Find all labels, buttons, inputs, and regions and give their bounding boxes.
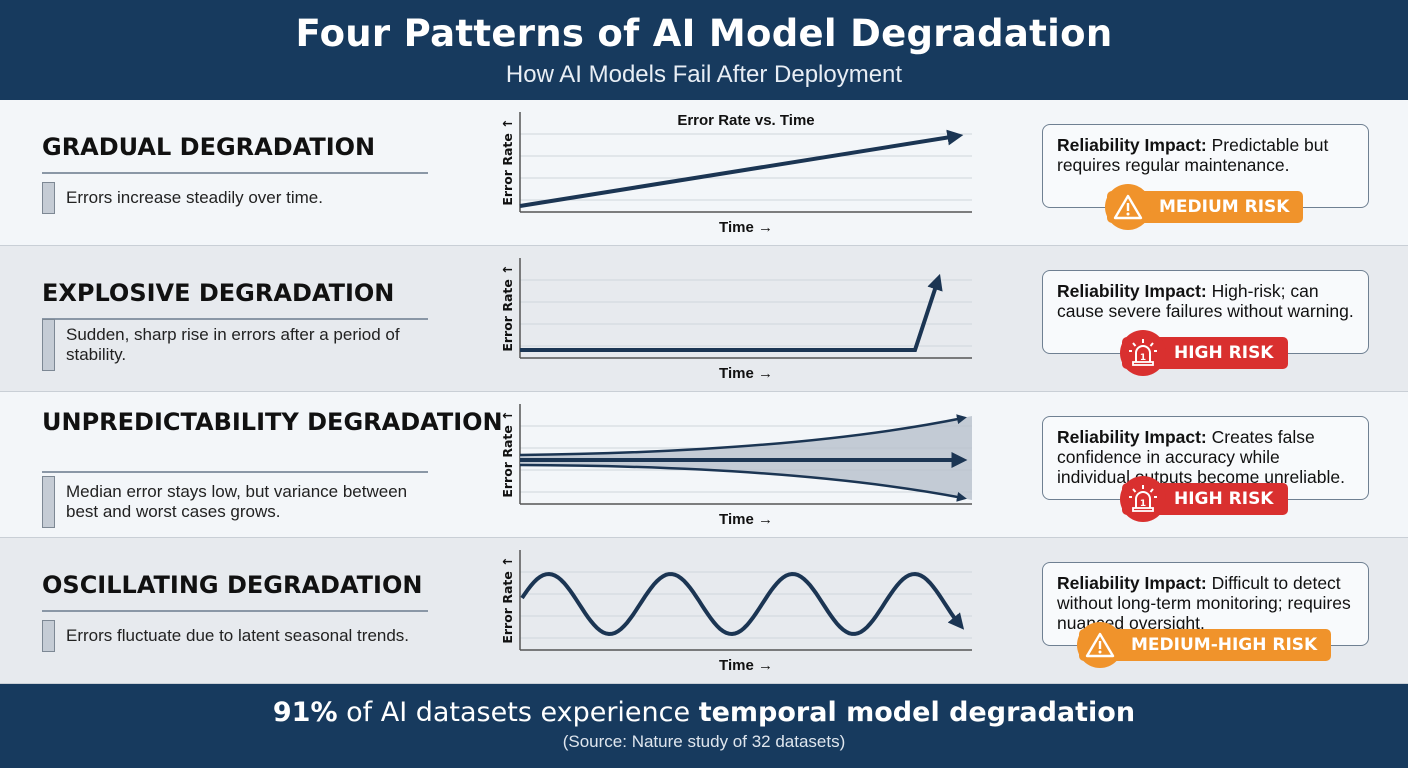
error-rate-chart: Error Rate vs. Time Error Rate ↑ Time → bbox=[500, 112, 972, 236]
impact-label: Reliability Impact: bbox=[1057, 135, 1207, 155]
page-subtitle: How AI Models Fail After Deployment bbox=[505, 61, 903, 88]
reliability-impact-card: Reliability Impact: High-risk; can cause… bbox=[1042, 270, 1369, 354]
y-axis-label: Error Rate ↑ bbox=[500, 410, 515, 497]
divider bbox=[42, 471, 428, 473]
x-axis-label: Time → bbox=[719, 365, 773, 382]
pattern-row-linear: GRADUAL DEGRADATION Errors increase stea… bbox=[0, 100, 1408, 246]
error-rate-chart: Error Rate ↑ Time → bbox=[500, 404, 972, 528]
footer-source: (Source: Nature study of 32 datasets) bbox=[562, 732, 846, 751]
header: Four Patterns of AI Model Degradation Ho… bbox=[0, 0, 1408, 100]
y-axis-label: Error Rate ↑ bbox=[500, 556, 515, 643]
footer-middle: of AI datasets experience bbox=[337, 697, 699, 728]
alarm-siren-icon: 1 bbox=[1120, 476, 1166, 522]
risk-label: HIGH RISK bbox=[1174, 343, 1274, 363]
divider bbox=[42, 610, 428, 612]
impact-text: Creates false confidence in accuracy whi… bbox=[1057, 427, 1345, 487]
chart-title: Error Rate vs. Time bbox=[677, 112, 814, 129]
pattern-row-variance: UNPREDICTABILITY DEGRADATION Median erro… bbox=[0, 392, 1408, 538]
x-axis-label: Time → bbox=[719, 657, 773, 674]
divider bbox=[42, 172, 428, 174]
warning-triangle-icon bbox=[1105, 184, 1151, 230]
x-axis-label: Time → bbox=[719, 511, 773, 528]
svg-text:1: 1 bbox=[1140, 499, 1146, 509]
impact-label: Reliability Impact: bbox=[1057, 281, 1207, 301]
risk-badge: MEDIUM RISK bbox=[1105, 184, 1304, 230]
lower-bound-line bbox=[519, 463, 967, 502]
risk-label: MEDIUM-HIGH RISK bbox=[1131, 635, 1318, 655]
error-rate-chart: Error Rate ↑ Time → bbox=[500, 258, 972, 382]
y-axis-label: Error Rate ↑ bbox=[500, 264, 515, 351]
impact-label: Reliability Impact: bbox=[1057, 573, 1207, 593]
pattern-title: UNPREDICTABILITY DEGRADATION bbox=[42, 408, 503, 436]
risk-badge: MEDIUM-HIGH RISK bbox=[1077, 622, 1332, 668]
error-trend-line bbox=[519, 129, 964, 208]
risk-label: MEDIUM RISK bbox=[1159, 197, 1290, 217]
pattern-title: GRADUAL DEGRADATION bbox=[42, 133, 376, 161]
error-trend-line bbox=[520, 273, 943, 352]
risk-badge: 1 HIGH RISK bbox=[1120, 476, 1288, 522]
impact-text: Predictable but requires regular mainten… bbox=[1057, 135, 1329, 175]
impact-label: Reliability Impact: bbox=[1057, 427, 1207, 447]
risk-badge: 1 HIGH RISK bbox=[1120, 330, 1288, 376]
pattern-row-oscillating: OSCILLATING DEGRADATION Errors fluctuate… bbox=[0, 538, 1408, 684]
risk-label: HIGH RISK bbox=[1174, 489, 1274, 509]
upper-bound-line bbox=[519, 414, 967, 457]
footer-stat: 91% bbox=[272, 697, 338, 728]
pattern-description: Errors fluctuate due to latent seasonal … bbox=[42, 620, 432, 652]
pattern-title: EXPLOSIVE DEGRADATION bbox=[42, 279, 395, 307]
x-axis-label: Time → bbox=[719, 219, 773, 236]
svg-text:1: 1 bbox=[1140, 353, 1146, 363]
page-title: Four Patterns of AI Model Degradation bbox=[295, 12, 1113, 55]
footer-emphasis: temporal model degradation bbox=[698, 697, 1136, 728]
error-rate-chart: Error Rate ↑ Time → bbox=[500, 550, 972, 674]
impact-text: High-risk; can cause severe failures wit… bbox=[1057, 281, 1354, 321]
divider bbox=[42, 318, 428, 320]
reliability-impact-card: Reliability Impact: Creates false confid… bbox=[1042, 416, 1369, 500]
y-axis-label: Error Rate ↑ bbox=[500, 118, 515, 205]
pattern-description: Median error stays low, but variance bet… bbox=[42, 476, 432, 528]
pattern-description: Sudden, sharp rise in errors after a per… bbox=[42, 319, 432, 371]
warning-triangle-icon bbox=[1077, 622, 1123, 668]
oscillating-line bbox=[520, 571, 965, 637]
footer: 91% of AI datasets experience temporal m… bbox=[0, 684, 1408, 768]
pattern-description: Errors increase steadily over time. bbox=[42, 182, 432, 214]
footer-statement: 91% of AI datasets experience temporal m… bbox=[0, 684, 1408, 728]
alarm-siren-icon: 1 bbox=[1120, 330, 1166, 376]
pattern-row-explosive: EXPLOSIVE DEGRADATION Sudden, sharp rise… bbox=[0, 246, 1408, 392]
pattern-title: OSCILLATING DEGRADATION bbox=[42, 571, 423, 599]
